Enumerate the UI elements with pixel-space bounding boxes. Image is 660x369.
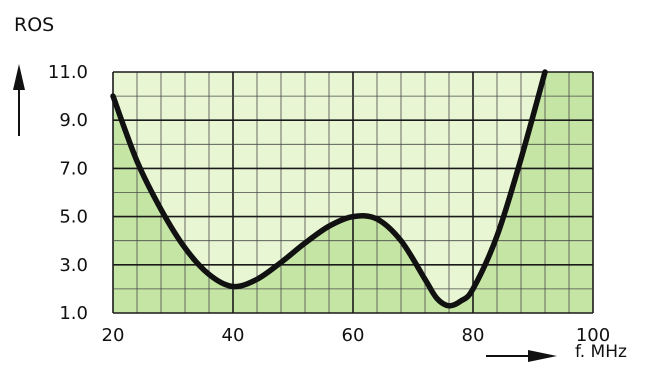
- x-axis-label: f. MHz: [575, 342, 627, 362]
- axis-arrows: [13, 64, 557, 362]
- x-tick-label: 20: [102, 325, 125, 346]
- ros-curve: [110, 69, 548, 309]
- grid: [112, 71, 594, 314]
- x-tick-label: 80: [462, 325, 485, 346]
- y-axis-label: ROS: [14, 14, 55, 36]
- x-tick-label: 100: [576, 325, 610, 346]
- x-tick-label: 40: [222, 325, 245, 346]
- x-tick-label: 60: [342, 325, 365, 346]
- x-axis-arrow-head: [528, 350, 557, 362]
- y-tick-label: 5.0: [59, 207, 88, 228]
- y-tick-label: 11.0: [48, 62, 88, 83]
- y-axis-arrow-head: [13, 64, 25, 90]
- y-tick-label: 7.0: [59, 158, 88, 179]
- y-tick-label: 9.0: [59, 110, 88, 131]
- ticks: 20 40 60 80 100 1.0 3.0 5.0 7.0 9.0 11.0: [48, 62, 610, 346]
- y-tick-label: 1.0: [59, 303, 88, 324]
- y-tick-label: 3.0: [59, 255, 88, 276]
